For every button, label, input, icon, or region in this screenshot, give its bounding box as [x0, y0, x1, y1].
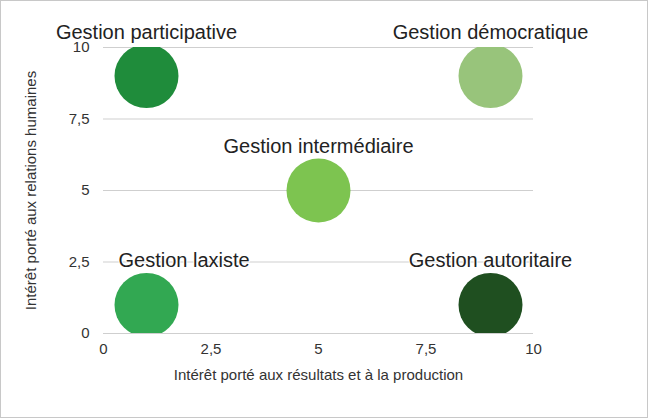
svg-text:5: 5 [81, 181, 89, 198]
svg-text:Gestion laxiste: Gestion laxiste [119, 249, 250, 271]
svg-text:Gestion intermédiaire: Gestion intermédiaire [223, 135, 413, 157]
svg-text:2,5: 2,5 [201, 340, 222, 357]
svg-text:5: 5 [314, 340, 322, 357]
svg-text:0: 0 [99, 340, 107, 357]
svg-text:Gestion participative: Gestion participative [56, 21, 237, 43]
svg-text:10: 10 [525, 340, 542, 357]
svg-text:Gestion autoritaire: Gestion autoritaire [409, 249, 572, 271]
svg-text:0: 0 [81, 324, 89, 341]
svg-text:Intérêt porté aux résultats et: Intérêt porté aux résultats et à la prod… [174, 366, 463, 383]
svg-text:2,5: 2,5 [69, 253, 90, 270]
svg-text:7,5: 7,5 [69, 110, 90, 127]
svg-text:7,5: 7,5 [416, 340, 437, 357]
svg-text:Intérêt porté aux relations hu: Intérêt porté aux relations humaines [22, 71, 39, 310]
svg-text:Gestion démocratique: Gestion démocratique [393, 21, 589, 43]
svg-text:10: 10 [72, 38, 90, 56]
